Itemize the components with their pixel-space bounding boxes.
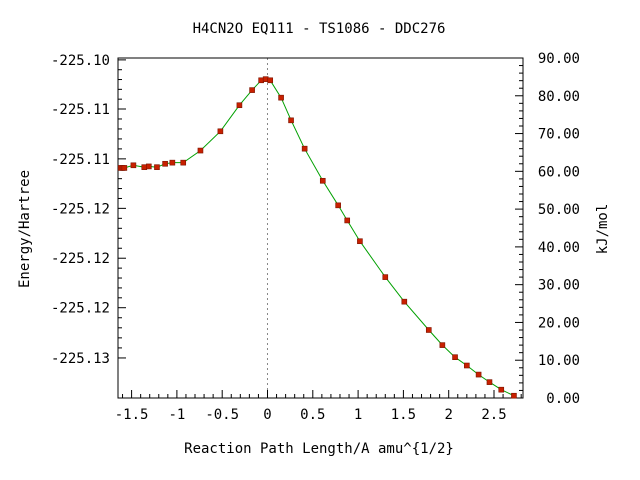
right-tick-label-5: 50.00: [538, 202, 580, 218]
right-tick-label-0: 0.00: [546, 391, 580, 407]
data-point-10: [197, 147, 204, 154]
right-tick-label-8: 80.00: [538, 89, 580, 105]
data-point-7: [162, 160, 168, 167]
data-point-2: [121, 165, 128, 171]
right-tick-label-7: 70.00: [538, 127, 580, 143]
right-tick-label-2: 20.00: [538, 315, 580, 331]
x-tick-label-2: -0.5: [205, 407, 239, 423]
right-tick-label-6: 60.00: [538, 164, 580, 180]
x-tick-label-8: 2.5: [481, 407, 506, 423]
data-point-25: [401, 298, 408, 305]
data-point-24: [382, 274, 389, 280]
data-point-12: [236, 102, 243, 109]
chart-title: H4CN2O EQ111 - TS1086 - DDC276: [193, 21, 446, 37]
left-tick-label-3: -225.12: [51, 201, 110, 217]
x-axis-label: Reaction Path Length/A amu^{1/2}: [184, 441, 454, 457]
right-tick-label-3: 30.00: [538, 278, 580, 294]
x-tick-label-5: 1: [354, 407, 362, 423]
left-tick-label-1: -225.11: [51, 102, 110, 118]
data-point-5: [146, 163, 152, 170]
x-tick-label-0: -1.5: [115, 407, 149, 423]
x-tick-label-3: 0: [263, 407, 271, 423]
data-point-17: [278, 94, 284, 101]
left-tick-label-0: -225.10: [51, 53, 110, 69]
right-tick-label-9: 90.00: [538, 51, 580, 67]
data-point-20: [319, 177, 326, 184]
y-axis-label-left: Energy/Hartree: [17, 170, 33, 288]
data-point-30: [475, 371, 482, 378]
data-point-21: [335, 202, 341, 209]
data-point-28: [452, 354, 458, 361]
data-point-6: [154, 164, 160, 170]
left-tick-label-6: -225.13: [51, 351, 110, 367]
x-tick-label-1: -1: [168, 407, 185, 423]
data-point-33: [511, 392, 517, 399]
data-point-8: [169, 159, 176, 166]
data-point-22: [344, 217, 351, 224]
data-point-31: [486, 379, 493, 385]
x-tick-label-6: 1.5: [391, 407, 416, 423]
data-point-3: [130, 162, 137, 169]
plot-area: -1.5 -1 -0.5 0 0.5 1 1.5 2 2.5 -225.10 -225.11 -225…: [51, 51, 580, 423]
data-point-16: [267, 77, 274, 84]
data-point-26: [425, 327, 432, 333]
y-axis-label-right: kJ/mol: [595, 204, 611, 255]
data-point-9: [180, 159, 187, 166]
data-point-19: [301, 145, 308, 152]
data-point-29: [464, 362, 470, 369]
left-tick-label-5: -225.12: [51, 301, 110, 317]
plot-frame: [117, 57, 524, 399]
data-point-11: [217, 128, 224, 135]
data-point-13: [249, 87, 255, 93]
left-tick-label-2: -225.11: [51, 152, 110, 168]
data-point-23: [357, 238, 363, 245]
right-tick-label-1: 10.00: [538, 353, 580, 369]
right-tick-label-4: 40.00: [538, 240, 580, 256]
x-tick-label-7: 2: [444, 407, 452, 423]
x-tick-label-4: 0.5: [300, 407, 325, 423]
left-tick-label-4: -225.12: [51, 251, 110, 267]
data-point-32: [498, 386, 505, 393]
series-line-0: [120, 78, 515, 397]
data-point-18: [288, 117, 294, 124]
data-point-27: [439, 342, 446, 348]
